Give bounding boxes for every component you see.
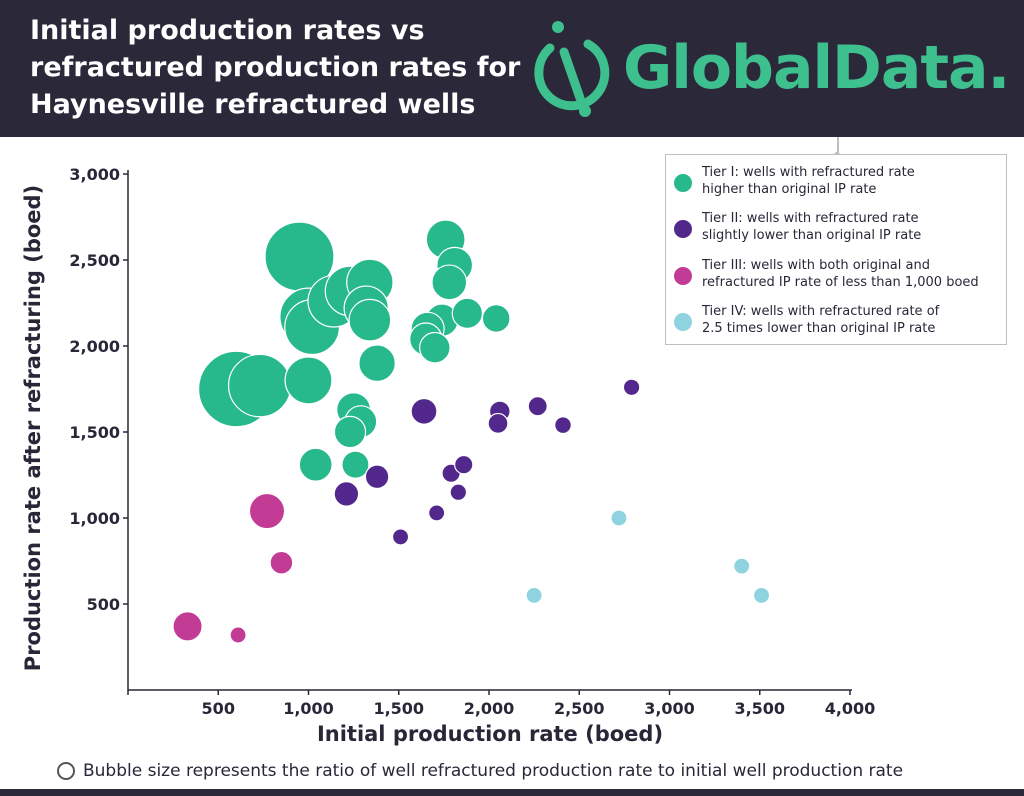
bubble-tier-4 bbox=[752, 586, 771, 604]
x-tick-label: 1,000 bbox=[283, 699, 334, 718]
chart-title-line-2: refractured production rates for bbox=[30, 52, 521, 83]
y-tick-label: 2,500 bbox=[69, 251, 120, 270]
bubble-tier-2 bbox=[428, 504, 446, 522]
bubble-tier-2 bbox=[410, 397, 438, 425]
legend-label-tier-2-line-1: Tier II: wells with refractured rate bbox=[702, 211, 919, 226]
legend-pointer-line bbox=[837, 137, 839, 156]
globaldata-logo-icon bbox=[534, 21, 610, 117]
legend-label-tier-1-line-1: Tier I: wells with refractured rate bbox=[702, 165, 915, 180]
legend-label-tier-3-line-1: Tier III: wells with both original and bbox=[702, 258, 930, 273]
y-tick-label: 2,000 bbox=[69, 337, 120, 356]
x-tick-label: 1,500 bbox=[373, 699, 424, 718]
chart-bubbles bbox=[172, 219, 771, 644]
bubble-tier-2 bbox=[364, 464, 390, 490]
bubble-tier-1 bbox=[348, 298, 392, 342]
legend-label-tier-3: Tier III: wells with both original and r… bbox=[702, 257, 1002, 291]
bubble-tier-3 bbox=[269, 550, 294, 575]
bubble-size-icon bbox=[57, 762, 75, 780]
bubble-chart: 500 1,000 1,500 2,000 2,500 3,000 3,500 4,000 50… bbox=[69, 165, 875, 718]
bubble-size-footnote: Bubble size represents the ratio of well… bbox=[57, 761, 903, 781]
chart-title-line-1: Initial production rates vs bbox=[30, 15, 425, 46]
bubble-tier-1 bbox=[431, 264, 468, 301]
bubble-tier-3 bbox=[248, 492, 286, 530]
bubble-tier-2 bbox=[554, 416, 572, 435]
legend-label-tier-2: Tier II: wells with refractured rate sli… bbox=[702, 210, 1002, 244]
bubble-size-footnote-text: Bubble size represents the ratio of well… bbox=[83, 761, 904, 781]
bubble-tier-2 bbox=[622, 378, 641, 397]
bottom-bar bbox=[0, 789, 1024, 796]
bubble-tier-1 bbox=[481, 304, 511, 333]
legend-swatch-tier-2 bbox=[674, 220, 692, 238]
y-tick-label: 1,000 bbox=[69, 509, 120, 528]
bubble-tier-1 bbox=[333, 415, 367, 449]
chart-axes: 500 1,000 1,500 2,000 2,500 3,000 3,500 4,000 50… bbox=[69, 165, 875, 718]
bubble-tier-3 bbox=[229, 626, 247, 644]
legend-label-tier-1: Tier I: wells with refractured rate high… bbox=[702, 164, 1002, 198]
bubble-tier-1 bbox=[284, 356, 333, 405]
legend-label-tier-4: Tier IV: wells with refractured rate of … bbox=[702, 303, 1002, 337]
legend-label-tier-3-line-2: refractured IP rate of less than 1,000 b… bbox=[702, 275, 979, 290]
y-tick-label: 500 bbox=[87, 595, 120, 614]
legend-label-tier-4-line-1: Tier IV: wells with refractured rate of bbox=[702, 304, 940, 319]
y-tick-label: 1,500 bbox=[69, 423, 120, 442]
legend-swatch-tier-3 bbox=[674, 267, 692, 285]
x-tick-label: 2,500 bbox=[554, 699, 605, 718]
bubble-tier-2 bbox=[391, 528, 410, 546]
x-axis-label: Initial production rate (boed) bbox=[316, 722, 664, 746]
header-banner: Initial production rates vs refractured … bbox=[0, 0, 1024, 137]
x-tick-label: 3,000 bbox=[644, 699, 695, 718]
bubble-tier-3 bbox=[172, 611, 203, 642]
bubble-tier-4 bbox=[733, 557, 751, 575]
bubble-tier-4 bbox=[525, 586, 543, 604]
bubble-tier-2 bbox=[454, 454, 474, 475]
bubble-tier-2 bbox=[333, 481, 360, 507]
legend-swatch-tier-1 bbox=[674, 174, 692, 192]
y-tick-label: 3,000 bbox=[69, 165, 120, 184]
x-tick-label: 4,000 bbox=[825, 699, 876, 718]
x-tick-label: 3,500 bbox=[734, 699, 785, 718]
bubble-tier-1 bbox=[298, 447, 333, 482]
bubble-tier-1 bbox=[419, 331, 451, 364]
bubble-tier-2 bbox=[527, 396, 548, 417]
globaldata-logo: GlobalData. bbox=[528, 18, 1010, 118]
chart-title-line-3: Haynesville refractured wells bbox=[30, 89, 476, 120]
bubble-tier-1 bbox=[451, 297, 484, 330]
bubble-tier-1 bbox=[341, 450, 370, 479]
legend-swatch-tier-4 bbox=[674, 313, 692, 331]
bubble-tier-4 bbox=[610, 509, 628, 527]
bubble-tier-2 bbox=[449, 483, 468, 501]
legend-label-tier-1-line-2: higher than original IP rate bbox=[702, 182, 877, 197]
legend-label-tier-4-line-2: 2.5 times lower than original IP rate bbox=[702, 321, 936, 336]
bubble-tier-1 bbox=[358, 344, 396, 383]
chart-title: Initial production rates vs refractured … bbox=[30, 12, 521, 123]
legend-label-tier-2-line-2: slightly lower than original IP rate bbox=[702, 228, 922, 243]
chart-legend: Tier I: wells with refractured rate high… bbox=[665, 154, 1007, 345]
x-tick-label: 2,000 bbox=[464, 699, 515, 718]
x-tick-label: 500 bbox=[202, 699, 235, 718]
bubble-tier-1 bbox=[227, 353, 292, 418]
bubble-tier-2 bbox=[487, 412, 509, 434]
y-axis-label: Production rate after refracturing (boed… bbox=[21, 184, 45, 672]
globaldata-logo-text: GlobalData. bbox=[623, 33, 1010, 103]
